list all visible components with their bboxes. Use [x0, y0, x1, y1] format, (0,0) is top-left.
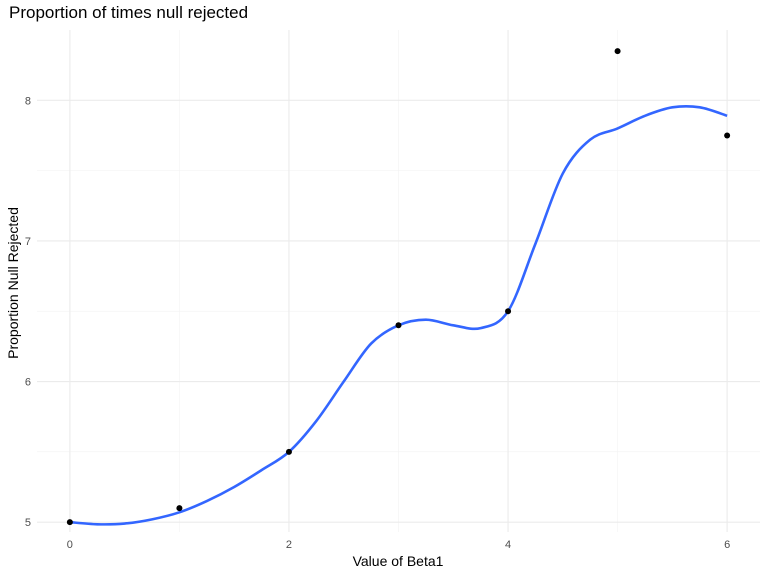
y-tick-label: 7: [25, 236, 31, 248]
data-point: [176, 505, 183, 512]
chart-title: Proportion of times null rejected: [9, 3, 249, 22]
x-tick-label: 4: [505, 539, 511, 551]
data-point: [505, 308, 512, 315]
data-point: [66, 519, 73, 526]
y-axis-title: Proportion Null Rejected: [5, 207, 21, 359]
data-point: [724, 132, 731, 139]
points-layer: [66, 48, 731, 526]
x-tick-label: 0: [67, 539, 73, 551]
y-tick-label: 8: [25, 95, 31, 107]
y-tick-label: 6: [25, 377, 31, 389]
data-point: [285, 448, 292, 455]
data-point: [614, 48, 621, 55]
x-tick-label: 6: [724, 539, 730, 551]
minor-gridlines: [37, 30, 760, 532]
x-tick-label: 2: [286, 539, 292, 551]
major-gridlines: [37, 30, 760, 532]
x-tick-labels: 0 2 4 6: [67, 539, 730, 551]
x-axis-title: Value of Beta1: [353, 553, 444, 569]
y-tick-labels: 5 6 7 8: [25, 95, 31, 529]
data-point: [395, 322, 402, 329]
y-tick-label: 5: [25, 517, 31, 529]
